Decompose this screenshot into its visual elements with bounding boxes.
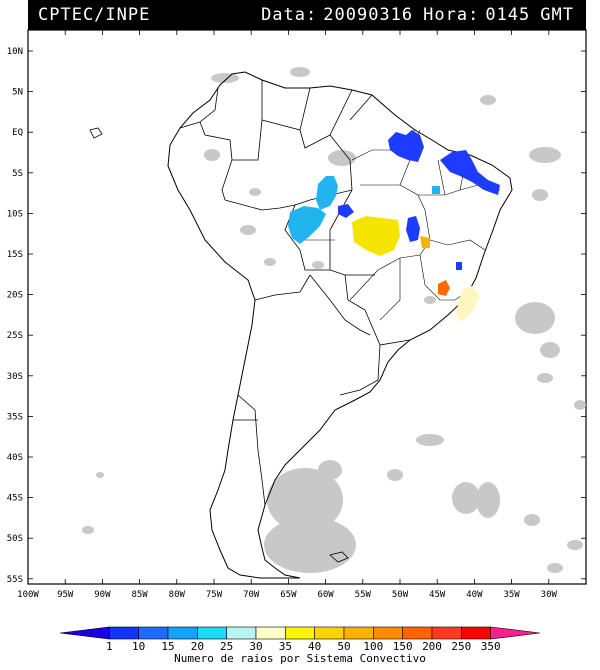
island-fernando: [89, 127, 103, 139]
time-value: 0145: [485, 5, 531, 25]
legend-tick-label: 15: [161, 640, 174, 653]
lat-label: 35S: [7, 412, 23, 422]
storm-cell-amazon-1: [316, 176, 338, 210]
legend-swatch: [109, 626, 139, 640]
lon-label: 100W: [17, 590, 39, 600]
lat-label: 40S: [7, 453, 23, 463]
legend-tick-label: 200: [422, 640, 442, 653]
legend-swatch: [314, 626, 345, 640]
lon-label: 95W: [57, 590, 74, 600]
legend-swatch: [373, 626, 403, 640]
storm-cell-small-2: [456, 262, 462, 270]
legend-title: Numero de raios por Sistema Convectivo: [174, 652, 426, 665]
lat-label: 10S: [7, 209, 23, 219]
legend-colorbar: [59, 626, 541, 640]
storm-cell-north-coast: [388, 130, 424, 162]
storm-cell-amazon-2: [288, 206, 326, 244]
longitude-labels: 100W 95W 90W 85W 80W 75W 70W 65W 60W 55W 50W 45W 40W…: [17, 590, 557, 600]
lon-label: 70W: [243, 590, 260, 600]
legend-tick-label: 350: [481, 640, 501, 653]
legend-swatch: [226, 626, 257, 640]
legend-tick-label: 30: [249, 640, 262, 653]
date-label: Data:: [261, 5, 318, 25]
legend-swatch: [167, 626, 198, 640]
legend-swatch: [402, 626, 433, 640]
axis-ticks: [27, 30, 586, 584]
legend-tick-label: 10: [132, 640, 145, 653]
legend-swatch: [138, 626, 169, 640]
storm-cell-small-1: [432, 186, 440, 194]
storm-cell-minas: [438, 280, 450, 296]
legend-tick-label: 1: [106, 640, 113, 653]
legend-swatch: [255, 626, 286, 640]
legend-tick-label: 150: [393, 640, 413, 653]
date-value: 20090316: [323, 5, 414, 25]
lat-label: 5N: [12, 88, 23, 98]
lat-label: 20S: [7, 291, 23, 301]
storm-cell-central-blue: [338, 204, 354, 218]
cloud-cover: [82, 67, 586, 573]
legend-swatch: [197, 626, 227, 640]
lat-label: 5S: [12, 169, 23, 179]
legend-tick-label: 20: [191, 640, 204, 653]
lat-label: 55S: [7, 575, 23, 585]
lon-label: 35W: [503, 590, 520, 600]
lon-label: 85W: [131, 590, 148, 600]
storm-cell-central-east: [420, 236, 430, 248]
legend-tick-label: 100: [363, 640, 383, 653]
falkland-islands: [329, 551, 349, 563]
legend-swatch: [431, 626, 462, 640]
lon-label: 60W: [317, 590, 334, 600]
lat-label: 50S: [7, 534, 23, 544]
legend-swatch: [343, 626, 374, 640]
lon-label: 40W: [466, 590, 483, 600]
legend-swatch: [59, 626, 110, 640]
storm-cell-coast-se: [456, 286, 480, 322]
lon-label: 30W: [541, 590, 558, 600]
legend-tick-label: 250: [451, 640, 471, 653]
time-zone: GMT: [540, 5, 574, 25]
source-label: CPTEC/INPE: [38, 5, 151, 25]
legend-swatch: [490, 626, 541, 640]
lon-label: 55W: [355, 590, 372, 600]
legend-tick-labels: 1 10 15 20 25 30 35 40 50 100 150 200 250 350: [106, 640, 501, 653]
storm-clusters: [288, 130, 500, 322]
legend-tick-label: 40: [308, 640, 321, 653]
lat-label: 10N: [7, 47, 23, 57]
lat-label: 45S: [7, 494, 23, 504]
lat-label: 25S: [7, 331, 23, 341]
lon-label: 90W: [94, 590, 111, 600]
country-borders: [179, 80, 411, 506]
datetime-label: Data: 20090316 Hora: 0145 GMT: [251, 5, 574, 25]
legend-swatch: [461, 626, 491, 640]
legend-tick-label: 25: [220, 640, 233, 653]
lon-label: 75W: [206, 590, 223, 600]
map-header: CPTEC/INPE Data: 20090316 Hora: 0145 GMT: [28, 0, 586, 30]
lon-label: 45W: [429, 590, 446, 600]
lat-label: 15S: [7, 250, 23, 260]
legend-tick-label: 50: [337, 640, 350, 653]
storm-cell-central-blue-2: [406, 216, 420, 242]
lon-label: 50W: [392, 590, 409, 600]
storm-cell-northeast: [440, 150, 500, 195]
latitude-labels: 10N 5N EQ 5S 10S 15S 20S 25S 30S 35S 40S 45S 50S 55S: [7, 47, 23, 585]
lat-label: EQ: [12, 128, 23, 138]
south-america-outline: [167, 71, 513, 579]
lat-label: 30S: [7, 372, 23, 382]
legend-swatch: [285, 626, 315, 640]
lon-label: 80W: [169, 590, 186, 600]
lon-label: 65W: [280, 590, 297, 600]
time-label: Hora:: [423, 5, 480, 25]
legend-tick-label: 35: [279, 640, 292, 653]
storm-cell-central: [352, 216, 400, 256]
